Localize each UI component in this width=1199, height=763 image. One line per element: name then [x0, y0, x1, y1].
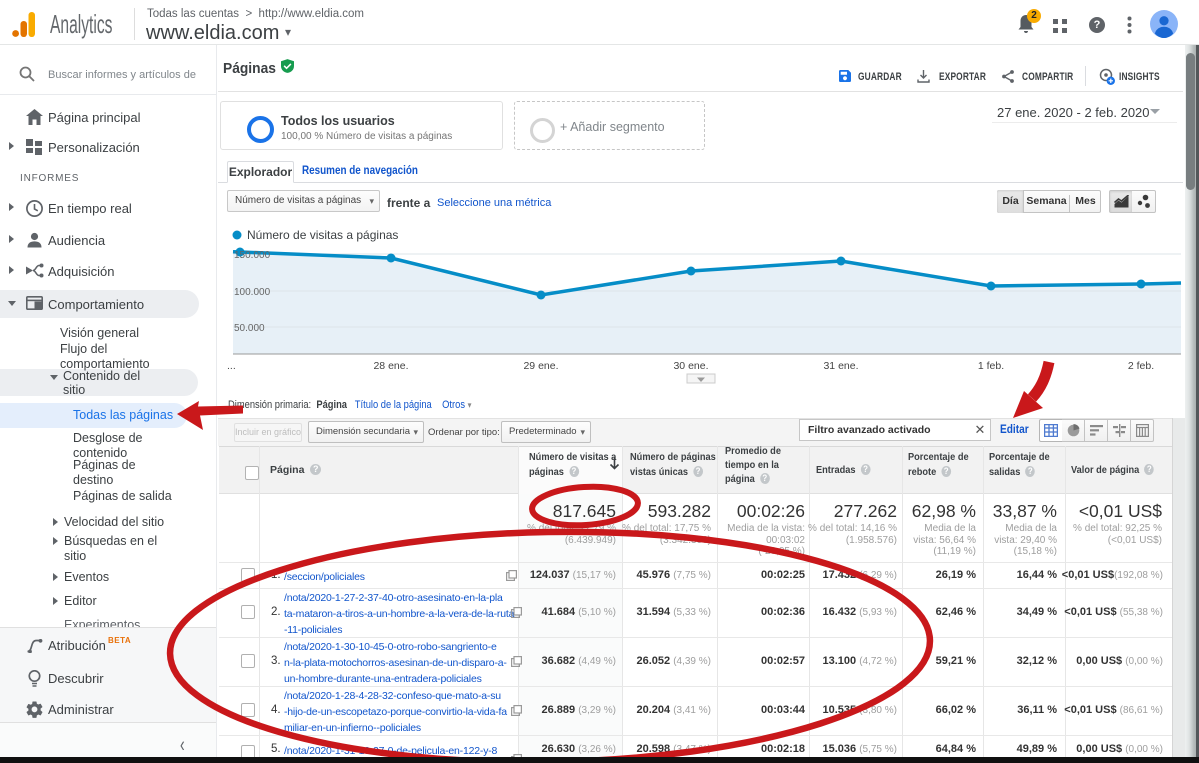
svg-text:50.000: 50.000 [234, 323, 265, 334]
svg-text:...: ... [227, 360, 236, 372]
svg-text:29 ene.: 29 ene. [523, 360, 558, 372]
svg-text:30 ene.: 30 ene. [673, 360, 708, 372]
svg-text:100.000: 100.000 [234, 287, 271, 298]
svg-text:150.000: 150.000 [234, 250, 271, 261]
svg-text:Número de visitas a páginas: Número de visitas a páginas [247, 228, 398, 242]
svg-text:2 feb.: 2 feb. [1128, 360, 1154, 372]
svg-text:31 ene.: 31 ene. [823, 360, 858, 372]
svg-text:1 feb.: 1 feb. [978, 360, 1004, 372]
svg-text:28 ene.: 28 ene. [373, 360, 408, 372]
